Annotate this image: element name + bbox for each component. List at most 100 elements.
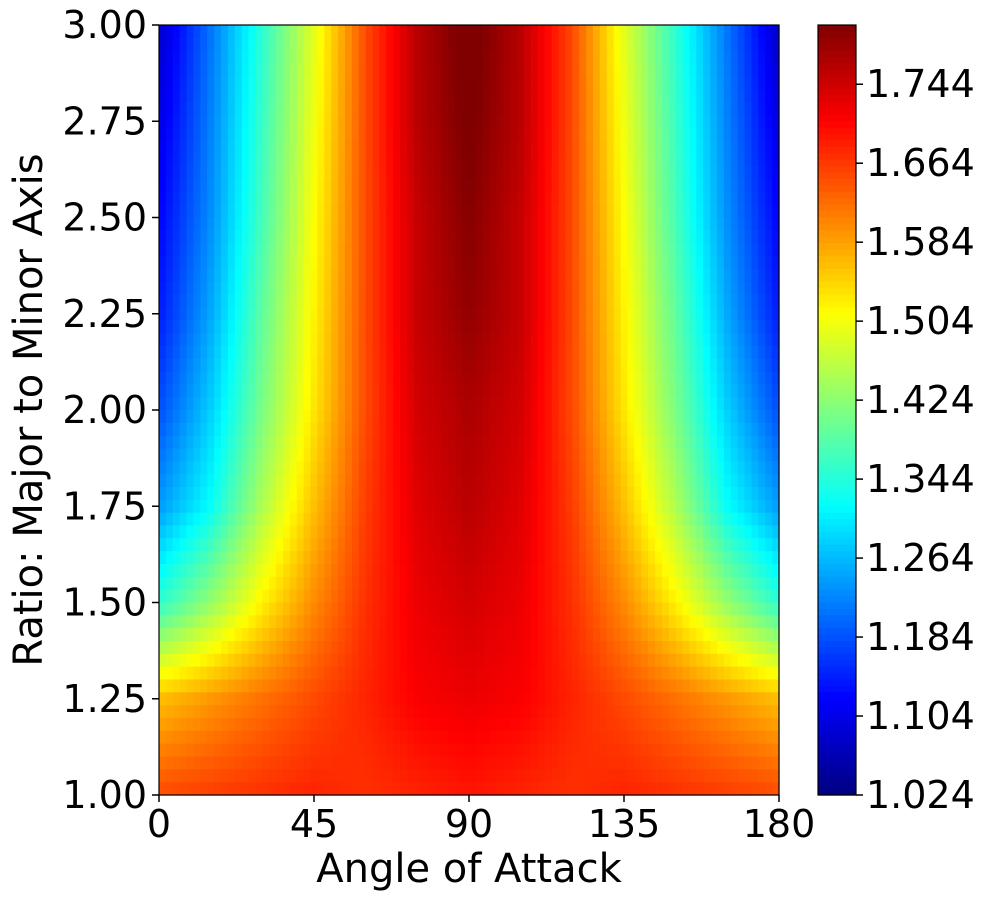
heatmap-cell [668, 371, 677, 385]
heatmap-cell [744, 602, 753, 616]
heatmap-cell [165, 371, 174, 385]
heatmap-cell [221, 448, 229, 462]
heatmap-cell [572, 410, 580, 424]
heatmap-cell [655, 653, 663, 668]
heatmap-cell [207, 153, 215, 167]
heatmap-cell [441, 551, 449, 565]
heatmap-cell [482, 448, 491, 462]
heatmap-cell [413, 499, 422, 514]
heatmap-cell [441, 461, 449, 475]
heatmap-cell [227, 410, 236, 424]
heatmap-cell [668, 345, 677, 360]
heatmap-cell [510, 114, 518, 129]
heatmap-cell [227, 166, 236, 180]
heatmap-cell [661, 615, 670, 629]
heatmap-cell [365, 589, 374, 604]
heatmap-cell [737, 76, 746, 90]
heatmap-cell [214, 666, 222, 681]
heatmap-cell [524, 525, 532, 539]
heatmap-cell [744, 307, 753, 321]
heatmap-cell [269, 294, 277, 308]
heatmap-cell [420, 281, 429, 296]
heatmap-cell [531, 551, 539, 565]
heatmap-cell [227, 615, 236, 629]
heatmap-cell [772, 576, 780, 591]
heatmap-cell [407, 666, 415, 681]
heatmap-cell [296, 461, 305, 475]
heatmap-cell [276, 628, 284, 642]
heatmap-cell [593, 628, 601, 642]
heatmap-cell [296, 320, 305, 334]
heatmap-cell [531, 525, 539, 539]
heatmap-cell [641, 191, 649, 206]
heatmap-cell [379, 705, 387, 719]
heatmap-cell [531, 576, 539, 591]
heatmap-cell [648, 89, 656, 103]
heatmap-cell [524, 653, 532, 668]
heatmap-cell [648, 243, 656, 257]
heatmap-cell [159, 564, 167, 578]
heatmap-cell [606, 589, 615, 604]
heatmap-cell [427, 397, 436, 411]
heatmap-cell [537, 37, 546, 52]
heatmap-cell [262, 371, 270, 385]
heatmap-cell [365, 320, 374, 334]
heatmap-cell [358, 461, 367, 475]
heatmap-cell [648, 487, 656, 501]
heatmap-cell [448, 384, 456, 398]
heatmap-cell [537, 487, 546, 501]
heatmap-cell [351, 89, 360, 103]
heatmap-cell [730, 89, 739, 103]
heatmap-cell [620, 345, 629, 360]
heatmap-cell [469, 602, 477, 616]
heatmap-cell [186, 345, 195, 360]
heatmap-cell [689, 679, 697, 693]
heatmap-cell [606, 705, 615, 719]
heatmap-cell [165, 397, 174, 411]
heatmap-cell [241, 320, 250, 334]
heatmap-cell [510, 499, 518, 514]
heatmap-cell [641, 140, 649, 154]
heatmap-cell [634, 191, 642, 206]
heatmap-cell [668, 294, 677, 308]
heatmap-cell [544, 179, 553, 193]
heatmap-cell [351, 217, 360, 231]
heatmap-cell [441, 628, 449, 642]
heatmap-cell [420, 679, 429, 693]
heatmap-cell [586, 448, 594, 462]
heatmap-cell [413, 397, 422, 411]
heatmap-cell [503, 153, 511, 167]
heatmap-cell [627, 204, 635, 219]
heatmap-cell [179, 397, 188, 411]
heatmap-cell [448, 551, 456, 565]
heatmap-cell [462, 461, 470, 475]
heatmap-cell [579, 628, 587, 642]
heatmap-cell [586, 641, 594, 655]
heatmap-cell [627, 628, 635, 642]
heatmap-cell [627, 705, 635, 719]
heatmap-cell [200, 230, 208, 244]
heatmap-cell [579, 615, 587, 629]
heatmap-cell [544, 666, 553, 681]
heatmap-cell [434, 76, 443, 90]
heatmap-cell [682, 628, 691, 642]
heatmap-cell [345, 294, 353, 308]
heatmap-cell [469, 410, 477, 424]
heatmap-cell [744, 320, 753, 334]
heatmap-cell [682, 512, 691, 527]
heatmap-cell [717, 538, 725, 552]
heatmap-cell [400, 679, 408, 693]
heatmap-cell [469, 705, 477, 719]
heatmap-cell [613, 615, 622, 629]
heatmap-cell [744, 384, 753, 398]
heatmap-cell [510, 653, 518, 668]
heatmap-cell [255, 307, 263, 321]
heatmap-cell [503, 50, 511, 65]
heatmap-cell [372, 602, 381, 616]
heatmap-cell [489, 397, 498, 411]
heatmap-cell [441, 50, 449, 65]
heatmap-cell [413, 114, 422, 129]
heatmap-cell [248, 102, 257, 116]
heatmap-cell [765, 628, 773, 642]
heatmap-cell [648, 140, 656, 154]
